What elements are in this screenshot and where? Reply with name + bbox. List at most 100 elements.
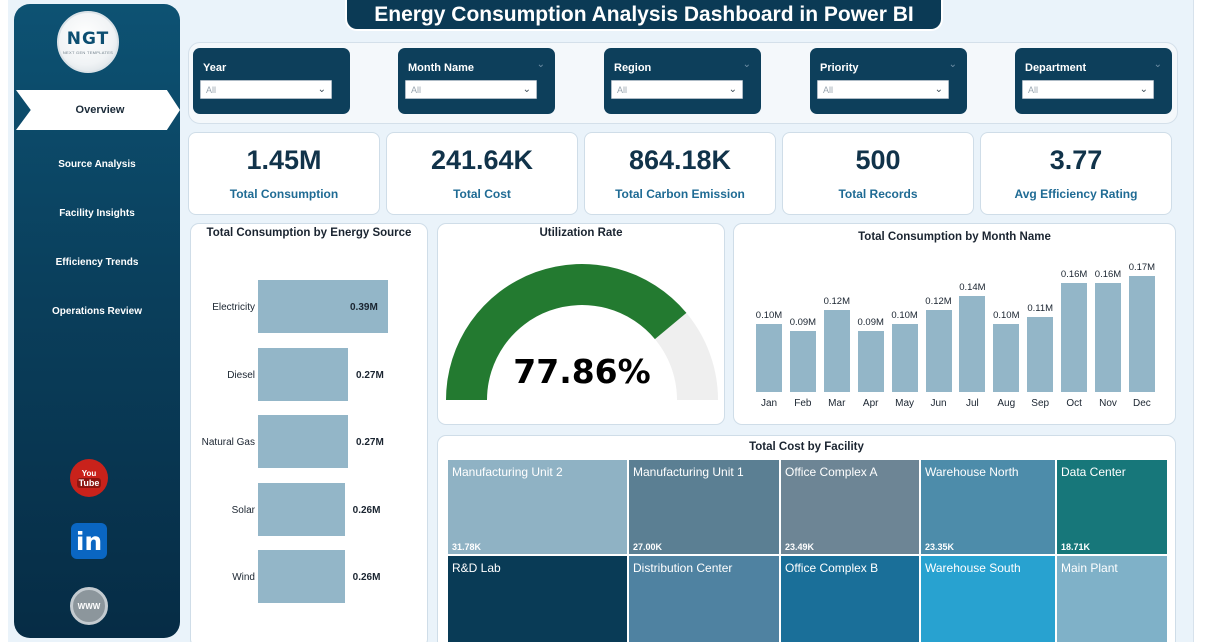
treemap-cell[interactable]: R&D Lab29.18K [447, 555, 628, 642]
treemap-cell[interactable]: Main Plant18.66K [1056, 555, 1168, 642]
x-tick-label: Mar [828, 398, 846, 409]
slicer-month-name: Month Name ⌄ All ⌄ [398, 48, 555, 114]
chevron-down-icon[interactable]: ⌄ [536, 59, 545, 70]
treemap-cell-value: 23.49K [785, 542, 815, 552]
bar[interactable] [1095, 282, 1121, 392]
bar-row: Diesel 0.27M [191, 347, 427, 403]
bar-data-label: 0.12M [823, 296, 850, 308]
chevron-down-icon: ⌄ [934, 84, 943, 95]
chevron-down-icon[interactable]: ⌄ [1153, 59, 1162, 70]
treemap-cell[interactable]: Manufacturing Unit 1 27.00K [628, 459, 780, 555]
youtube-icon-text-bottom: Tube [76, 477, 102, 488]
brand-logo[interactable]: NGT NEXT GEN TEMPLATES [57, 11, 119, 73]
nav-source-analysis[interactable]: Source Analysis [58, 158, 136, 170]
bar[interactable] [1061, 282, 1088, 392]
bar-data-label: 0.09M [789, 316, 817, 328]
treemap-cell-name: Office Complex B [785, 561, 879, 575]
treemap-cell-name: Warehouse North [925, 465, 1019, 479]
treemap-cell-name: Distribution Center [633, 561, 733, 575]
treemap-cell[interactable]: Warehouse South22.03K [920, 555, 1056, 642]
chevron-down-icon[interactable]: ⌄ [742, 59, 751, 70]
treemap-cell-name: Manufacturing Unit 2 [452, 465, 563, 479]
bar-data-label: 0.14M [959, 282, 986, 294]
chart-consumption-by-energy-source[interactable]: Total Consumption by Energy Source Elect… [190, 223, 428, 642]
kpi-card-avg-efficiency-rating: 3.77 Avg Efficiency Rating [980, 132, 1172, 215]
nav-operations-review[interactable]: Operations Review [51, 305, 143, 317]
slicer-label: Month Name [408, 62, 474, 74]
youtube-icon[interactable]: You Tube [70, 459, 108, 497]
bar[interactable] [925, 310, 952, 392]
bar[interactable] [756, 323, 782, 392]
bar[interactable] [1128, 276, 1155, 392]
kpi-card-total-records: 500 Total Records [782, 132, 974, 215]
bar[interactable] [789, 330, 816, 392]
nav-efficiency-trends[interactable]: Efficiency Trends [55, 256, 139, 268]
bar-data-label: 0.10M [993, 309, 1020, 321]
bar[interactable] [1027, 316, 1054, 392]
dropdown-value: All [823, 84, 834, 95]
year-dropdown[interactable]: All ⌄ [200, 80, 332, 99]
chart-utilization-rate[interactable]: Utilization Rate 77.86% [437, 223, 725, 425]
treemap-cell[interactable]: Warehouse North 23.35K [920, 459, 1056, 555]
bar-category-label: Diesel [227, 369, 255, 381]
chevron-down-icon[interactable]: ⌄ [948, 59, 957, 70]
bar[interactable] [857, 330, 884, 392]
bar-data-label: 0.10M [891, 309, 918, 321]
bar-data-label: 0.09M [857, 316, 884, 328]
department-dropdown[interactable]: All ⌄ [1022, 80, 1154, 99]
bar[interactable] [823, 310, 850, 392]
bar[interactable] [258, 550, 345, 603]
bar-category-label: Natural Gas [201, 437, 255, 448]
slicer-label: Year [203, 62, 227, 74]
slicer-year: Year All ⌄ [193, 48, 350, 114]
dropdown-value: All [206, 84, 217, 95]
dropdown-value: All [617, 84, 628, 95]
kpi-value: 500 [855, 145, 901, 175]
x-tick-label: Jun [930, 398, 947, 409]
chart-title: Total Consumption by Month Name [858, 231, 1051, 243]
bar-data-label: 0.12M [925, 296, 952, 308]
bar-row: Wind 0.26M [191, 550, 427, 605]
nav-overview[interactable]: Overview [16, 90, 180, 130]
bar[interactable] [258, 415, 348, 468]
bar-data-label: 0.26M [352, 572, 381, 583]
chevron-down-icon: ⌄ [1139, 84, 1148, 95]
slicer-region: Region ⌄ All ⌄ [604, 48, 761, 114]
x-tick-label: Jan [760, 398, 778, 409]
bar[interactable] [959, 296, 986, 392]
bar[interactable] [258, 347, 348, 401]
nav-facility-insights[interactable]: Facility Insights [59, 207, 135, 219]
treemap-cell[interactable]: Manufacturing Unit 2 31.78K [447, 459, 628, 555]
month-name-dropdown[interactable]: All ⌄ [405, 80, 537, 99]
logo-text: NGT [66, 29, 110, 49]
kpi-label: Total Consumption [229, 187, 339, 201]
bar[interactable] [258, 280, 388, 333]
kpi-value: 864.18K [628, 145, 732, 175]
treemap-cell[interactable]: Office Complex A 23.49K [780, 459, 920, 555]
chevron-down-icon: ⌄ [728, 84, 737, 95]
linkedin-icon[interactable]: in [71, 523, 107, 559]
youtube-icon-text-top: You [81, 468, 97, 478]
bar-row: Electricity 0.39M [191, 280, 427, 335]
chart-title: Total Consumption by Energy Source [206, 227, 412, 239]
bar[interactable] [993, 323, 1020, 392]
gauge-fill[interactable] [446, 264, 687, 400]
chart-consumption-by-month[interactable]: Total Consumption by Month Name 0.10M Jan… [733, 223, 1176, 425]
kpi-label: Avg Efficiency Rating [1014, 187, 1138, 201]
x-tick-label: Oct [1066, 398, 1082, 409]
bar[interactable] [891, 323, 918, 392]
treemap-cell-name: Main Plant [1061, 561, 1118, 575]
chart-title: Utilization Rate [539, 227, 623, 239]
treemap-cell[interactable]: Office Complex B23.47K [780, 555, 920, 642]
priority-dropdown[interactable]: All ⌄ [817, 80, 949, 99]
chart-cost-by-facility[interactable]: Total Cost by Facility Manufacturing Uni… [437, 435, 1176, 642]
bar-data-label: 0.10M [755, 309, 783, 321]
sidebar: NGT NEXT GEN TEMPLATES Overview Source A… [14, 4, 180, 638]
website-globe-icon[interactable]: WWW [70, 587, 108, 625]
treemap-cell[interactable]: Data Center 18.71K [1056, 459, 1168, 555]
region-dropdown[interactable]: All ⌄ [611, 80, 743, 99]
slicer-department: Department ⌄ All ⌄ [1015, 48, 1172, 114]
kpi-card-total-consumption: 1.45M Total Consumption [188, 132, 380, 215]
bar[interactable] [258, 482, 345, 536]
treemap-cell[interactable]: Distribution Center23.97K [628, 555, 780, 642]
